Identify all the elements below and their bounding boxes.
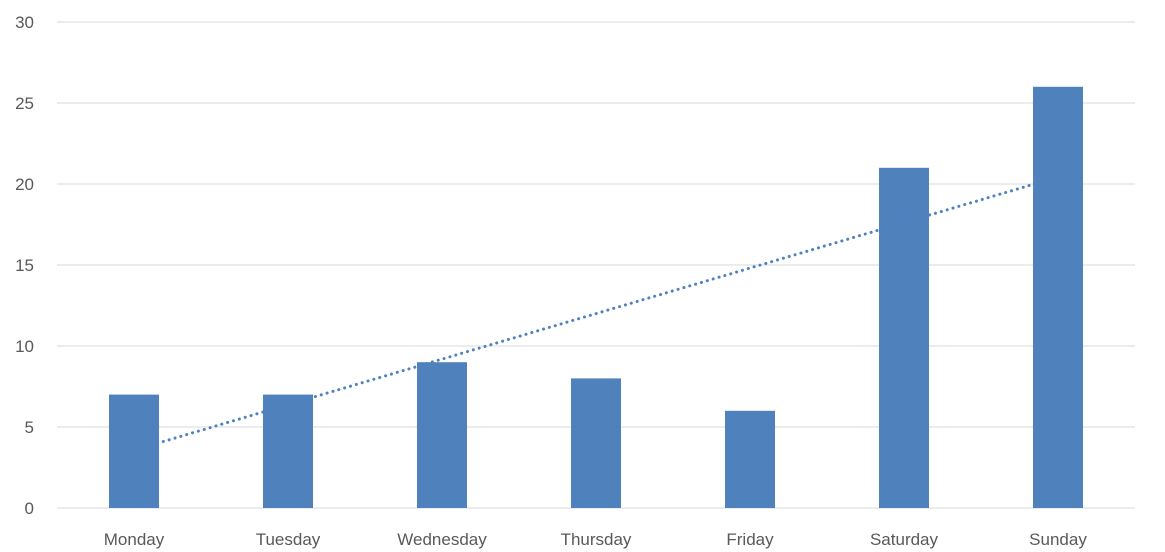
y-gridlines <box>57 21 1135 509</box>
x-tick-label-monday: Monday <box>104 530 165 549</box>
y-tick-label-15: 15 <box>15 256 34 275</box>
bar-thursday <box>571 378 621 508</box>
x-tick-label-friday: Friday <box>726 530 774 549</box>
bar-series <box>109 86 1083 509</box>
x-axis-tick-labels: Monday Tuesday Wednesday Thursday Friday Satu… <box>104 530 1088 549</box>
x-tick-label-wednesday: Wednesday <box>397 530 487 549</box>
y-tick-label-20: 20 <box>15 175 34 194</box>
bar-wednesday <box>417 362 467 508</box>
y-tick-label-5: 5 <box>25 418 34 437</box>
y-tick-label-0: 0 <box>25 499 34 518</box>
bar-saturday <box>879 167 929 509</box>
y-tick-label-25: 25 <box>15 94 34 113</box>
x-tick-label-saturday: Saturday <box>870 530 939 549</box>
bar-tuesday <box>263 394 313 508</box>
y-tick-label-30: 30 <box>15 13 34 32</box>
y-axis-tick-labels: 0 5 10 15 20 25 30 <box>15 13 34 518</box>
x-tick-label-tuesday: Tuesday <box>256 530 321 549</box>
trendline-layer <box>132 175 1060 452</box>
x-tick-label-sunday: Sunday <box>1029 530 1087 549</box>
y-tick-label-10: 10 <box>15 337 34 356</box>
bar-friday <box>725 410 775 508</box>
x-tick-label-thursday: Thursday <box>561 530 632 549</box>
bar-sunday <box>1033 86 1083 509</box>
trendline <box>132 175 1060 452</box>
